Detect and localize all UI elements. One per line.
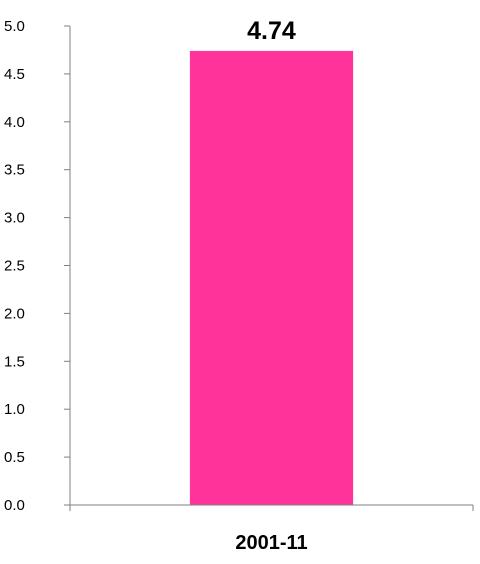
- y-tick-label: 4.0: [4, 114, 25, 131]
- y-tick-label: 2.5: [4, 258, 25, 275]
- y-tick-label: 0.5: [4, 449, 25, 466]
- category-labels: 2001-11: [235, 532, 307, 554]
- y-tick-label: 1.5: [4, 353, 25, 370]
- y-axis-ticks: 0.0 0.5 1.0 1.5 2.0 2.5 3.0 3.5 4.0 4.5 5.0: [4, 18, 70, 514]
- x-category-label: 2001-11: [235, 532, 307, 554]
- y-tick-label: 1.0: [4, 401, 25, 418]
- data-labels: 4.74: [247, 17, 296, 45]
- bars-group: [189, 50, 354, 506]
- bar: [189, 50, 354, 506]
- y-tick-label: 3.0: [4, 210, 25, 227]
- data-label: 4.74: [247, 17, 296, 45]
- y-tick-label: 0.0: [4, 497, 25, 514]
- y-tick-label: 2.0: [4, 305, 25, 322]
- y-tick-label: 5.0: [4, 18, 25, 35]
- y-tick-label: 4.5: [4, 66, 25, 83]
- x-axis-ticks: [69, 505, 474, 511]
- y-tick-label: 3.5: [4, 162, 25, 179]
